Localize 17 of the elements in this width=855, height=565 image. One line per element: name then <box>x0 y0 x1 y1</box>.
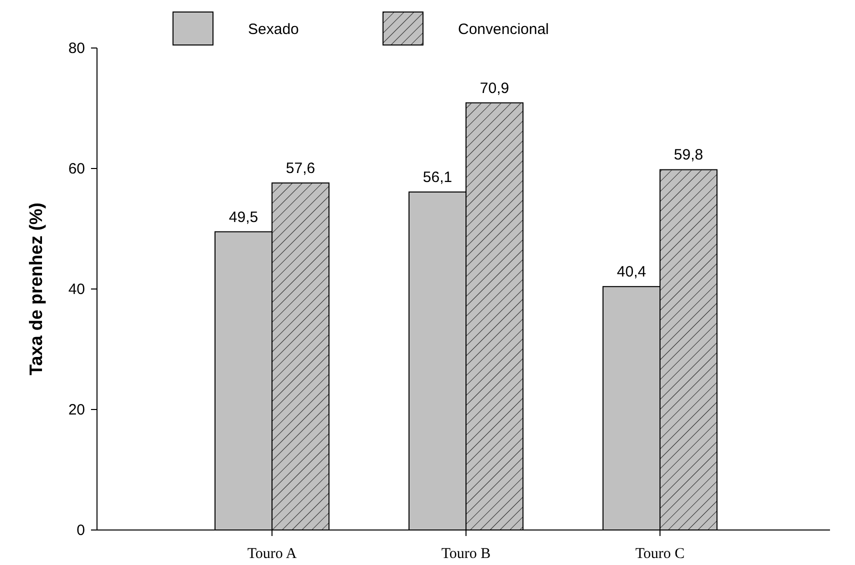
data-label: 70,9 <box>480 80 510 97</box>
legend-label: Sexado <box>248 21 299 38</box>
x-tick-label: Touro A <box>247 546 297 562</box>
y-axis-title: Taxa de prenhez (%) <box>26 202 46 376</box>
x-tick-label: Touro C <box>635 546 685 562</box>
data-label: 57,6 <box>286 160 316 177</box>
data-label: 49,5 <box>228 208 258 226</box>
y-tick-label: 80 <box>68 40 85 57</box>
y-tick-label: 40 <box>68 281 85 298</box>
y-tick-label: 0 <box>76 522 85 539</box>
data-label: 40,4 <box>616 264 646 281</box>
data-label: 59,8 <box>674 146 704 164</box>
legend-label: Convencional <box>458 21 549 38</box>
y-tick-label: 60 <box>68 160 85 178</box>
x-tick-label: Touro B <box>441 546 491 562</box>
data-label: 56,1 <box>422 168 452 186</box>
y-tick-label: 20 <box>68 402 85 418</box>
